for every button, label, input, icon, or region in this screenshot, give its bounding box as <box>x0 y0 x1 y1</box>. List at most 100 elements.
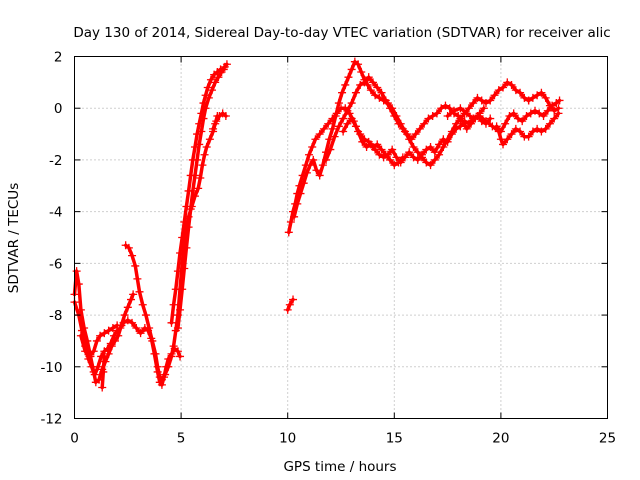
data-point-marker <box>290 212 299 221</box>
data-point-marker <box>153 362 162 371</box>
data-point-marker <box>475 111 484 120</box>
data-point-marker <box>501 119 510 128</box>
data-point-marker <box>312 166 321 175</box>
data-point-marker <box>123 316 132 325</box>
plot-frame <box>74 56 608 419</box>
data-point-marker <box>554 104 563 113</box>
data-point-marker <box>286 217 295 226</box>
data-point-marker <box>437 104 446 113</box>
data-point-marker <box>347 65 356 74</box>
data-point-marker <box>351 88 360 97</box>
data-point-marker <box>494 86 503 95</box>
data-point-marker <box>509 109 518 118</box>
data-point-marker <box>200 150 209 159</box>
x-tick-label: 5 <box>177 431 186 447</box>
data-point-marker <box>195 140 204 149</box>
data-point-marker <box>386 155 395 164</box>
data-point-marker <box>214 73 223 82</box>
data-point-marker <box>422 145 431 154</box>
data-point-marker <box>518 117 527 126</box>
data-point-marker <box>533 91 542 100</box>
data-point-marker <box>202 143 211 151</box>
data-point-marker <box>386 104 395 113</box>
data-point-marker <box>413 148 422 157</box>
data-point-marker <box>311 135 320 144</box>
data-point-marker <box>209 124 218 133</box>
data-point-marker <box>106 339 115 348</box>
data-point-marker <box>469 114 478 123</box>
data-point-marker <box>124 243 133 252</box>
data-point-marker <box>319 124 328 133</box>
data-point-marker <box>182 202 191 211</box>
data-point-marker <box>90 370 99 379</box>
data-point-marker <box>99 367 108 376</box>
data-point-marker <box>103 344 112 353</box>
data-point-marker <box>89 347 98 356</box>
data-point-marker <box>375 93 384 102</box>
data-point-marker <box>157 375 166 384</box>
grid <box>74 56 608 419</box>
data-point-marker <box>93 362 102 371</box>
data-point-marker <box>285 300 294 309</box>
data-point-marker <box>151 349 160 358</box>
data-point-marker <box>344 73 353 82</box>
data-point-marker <box>435 140 444 149</box>
data-point-marker <box>176 249 185 258</box>
data-point-marker <box>424 114 433 123</box>
data-point-marker <box>289 295 298 304</box>
data-point-marker <box>479 104 488 113</box>
y-tick-label: 0 <box>54 101 63 117</box>
x-tick-label: 10 <box>279 431 296 447</box>
data-point-marker <box>141 311 150 320</box>
data-point-marker <box>462 124 471 133</box>
data-point-marker <box>394 119 403 128</box>
data-point-marker <box>443 111 452 120</box>
data-point-marker <box>324 119 333 128</box>
data-point-marker <box>443 135 452 144</box>
data-point-marker <box>296 189 305 198</box>
data-point-marker <box>108 324 117 332</box>
data-point-marker <box>109 331 118 340</box>
data-point-marker <box>373 140 382 149</box>
data-point-marker <box>394 158 403 167</box>
data-point-marker <box>198 161 207 170</box>
data-point-marker <box>496 127 505 136</box>
data-point-marker <box>481 117 490 126</box>
data-point-marker <box>85 352 94 361</box>
data-point-marker <box>430 148 439 157</box>
data-point-marker <box>452 119 461 128</box>
data-point-marker <box>398 153 407 162</box>
data-point-marker <box>119 318 128 327</box>
data-point-marker <box>96 331 105 340</box>
data-point-marker <box>499 140 508 149</box>
data-point-marker <box>81 347 90 356</box>
data-point-marker <box>458 117 467 126</box>
data-point-marker <box>322 155 331 164</box>
data-point-marker <box>190 171 199 180</box>
y-tick-label: -8 <box>49 308 62 324</box>
data-point-marker <box>432 109 441 118</box>
plot-area <box>70 57 564 392</box>
data-point-marker <box>167 352 176 361</box>
data-point-marker <box>467 119 476 128</box>
data-point-marker <box>415 124 424 133</box>
data-point-marker <box>284 228 293 237</box>
series-pass-e <box>121 111 222 384</box>
data-point-marker <box>428 111 437 120</box>
x-axis-label: GPS time / hours <box>283 459 396 475</box>
series-pass-h <box>209 109 230 133</box>
data-point-marker <box>326 145 335 154</box>
data-point-marker <box>464 104 473 113</box>
data-point-marker <box>221 111 230 120</box>
data-point-marker <box>533 124 542 133</box>
data-point-marker <box>199 114 208 123</box>
y-tick-label: -4 <box>49 205 62 221</box>
data-point-marker <box>513 114 522 123</box>
data-point-marker <box>462 109 471 118</box>
data-point-marker <box>356 80 365 89</box>
data-point-marker <box>178 233 187 242</box>
series-pass-p <box>524 88 563 115</box>
data-point-marker <box>541 93 550 102</box>
data-point-marker <box>469 99 478 108</box>
data-point-marker <box>129 290 138 299</box>
